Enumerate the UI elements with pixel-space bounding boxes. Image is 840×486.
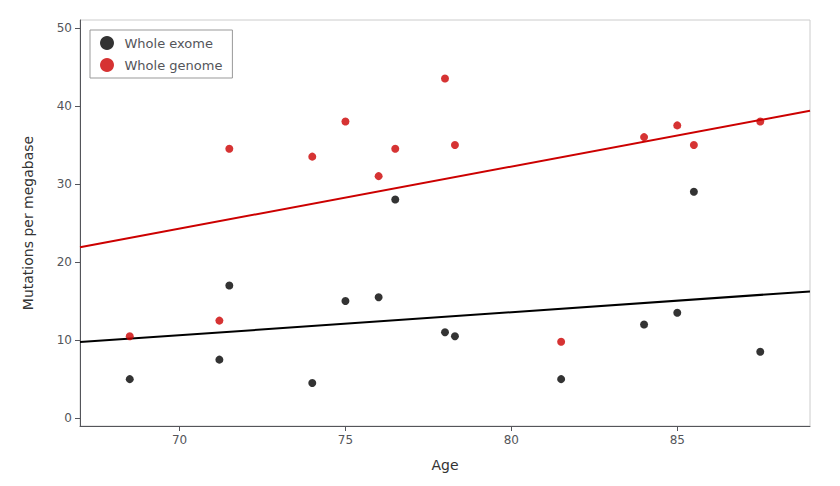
svg-text:0: 0 — [64, 411, 72, 425]
svg-text:Mutations per megabase: Mutations per megabase — [20, 136, 36, 310]
svg-text:85: 85 — [670, 433, 685, 447]
svg-text:20: 20 — [57, 255, 72, 269]
svg-text:30: 30 — [57, 177, 72, 191]
svg-text:Whole exome: Whole exome — [125, 36, 213, 51]
svg-text:40: 40 — [57, 99, 72, 113]
svg-text:10: 10 — [57, 333, 72, 347]
svg-text:80: 80 — [504, 433, 519, 447]
svg-text:50: 50 — [57, 21, 72, 35]
svg-text:Whole genome: Whole genome — [125, 58, 223, 73]
svg-text:75: 75 — [338, 433, 353, 447]
svg-text:70: 70 — [172, 433, 187, 447]
svg-text:Age: Age — [431, 457, 458, 473]
